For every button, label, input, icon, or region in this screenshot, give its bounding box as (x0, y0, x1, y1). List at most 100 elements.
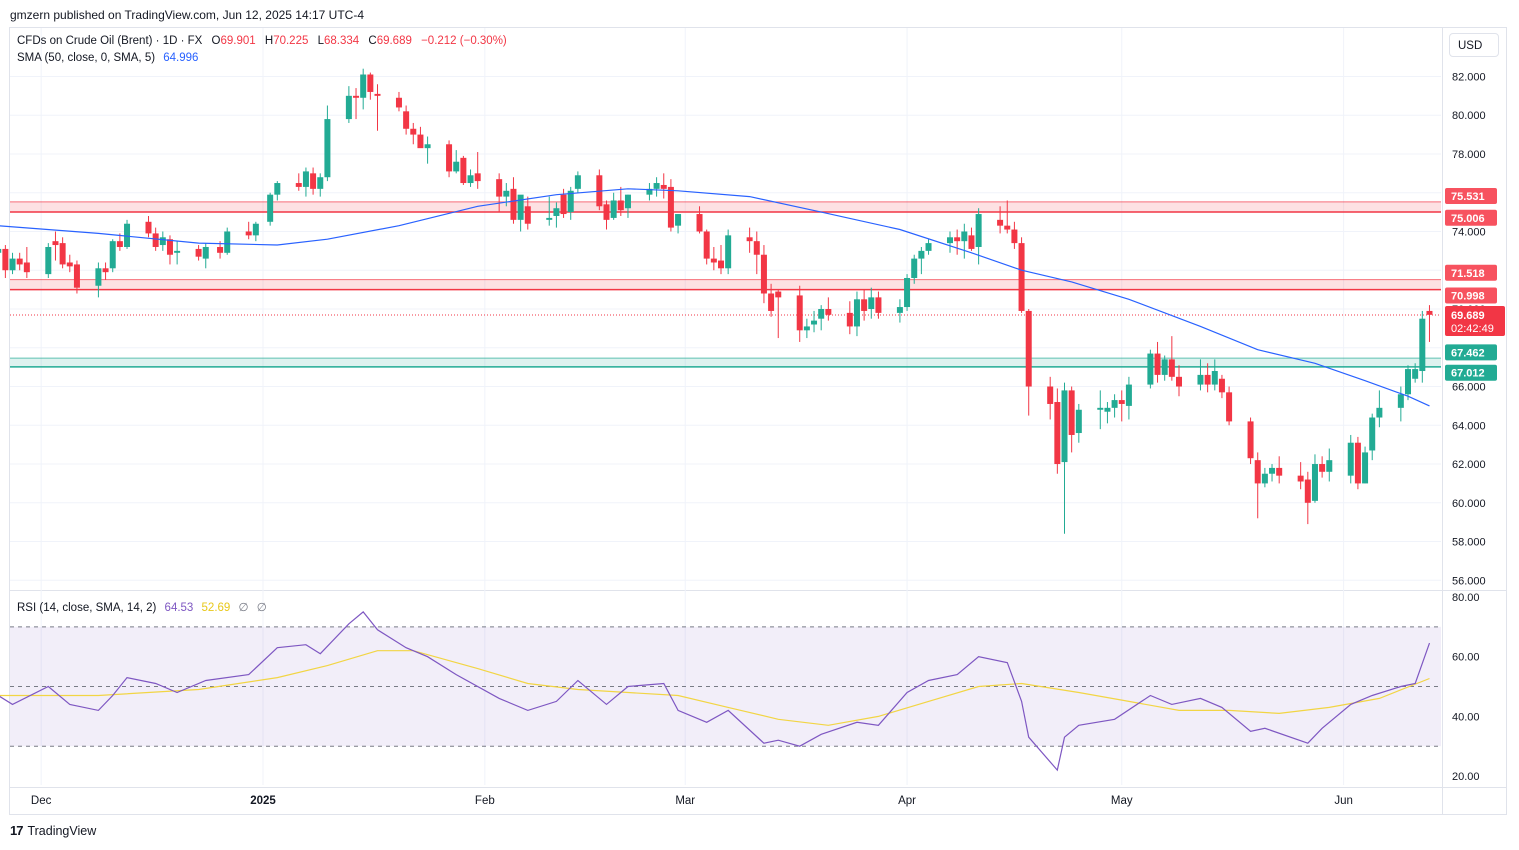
candle-up[interactable] (109, 241, 116, 269)
candle-down[interactable] (1247, 421, 1254, 459)
candle-down[interactable] (374, 93, 381, 96)
candle-down[interactable] (367, 74, 374, 92)
candle-up[interactable] (675, 214, 682, 226)
candle-down[interactable] (353, 95, 360, 98)
candle-up[interactable] (574, 175, 581, 189)
candle-up[interactable] (1097, 407, 1104, 410)
candle-down[interactable] (116, 241, 123, 247)
candle-up[interactable] (124, 223, 131, 247)
candle-up[interactable] (725, 235, 732, 269)
candle-down[interactable] (703, 231, 710, 259)
candle-down[interactable] (460, 157, 467, 184)
candle-up[interactable] (1397, 394, 1404, 408)
candle-up[interactable] (925, 243, 932, 251)
candle-down[interactable] (245, 231, 252, 236)
candle-down[interactable] (410, 128, 417, 135)
candle-up[interactable] (624, 194, 631, 209)
candle-up[interactable] (1111, 400, 1118, 408)
candle-up[interactable] (1125, 384, 1132, 406)
candle-down[interactable] (1168, 359, 1175, 377)
candle-up[interactable] (896, 307, 903, 313)
candle-up[interactable] (224, 231, 231, 253)
candle-down[interactable] (217, 246, 224, 253)
candle-down[interactable] (474, 173, 481, 182)
candle-up[interactable] (274, 183, 281, 195)
candle-down[interactable] (510, 188, 517, 220)
candle-down[interactable] (23, 262, 30, 273)
candle-down[interactable] (1047, 386, 1054, 404)
candle-up[interactable] (818, 309, 825, 319)
candle-up[interactable] (360, 74, 367, 98)
candle-up[interactable] (646, 188, 653, 195)
candle-up[interactable] (1412, 369, 1419, 379)
candle-down[interactable] (775, 291, 782, 298)
candle-up[interactable] (610, 200, 617, 218)
candle-down[interactable] (102, 268, 109, 273)
sma-label[interactable]: SMA (50, close, 0, SMA, 5) (17, 52, 156, 64)
candle-up[interactable] (174, 250, 181, 253)
candle-down[interactable] (66, 262, 73, 267)
candle-down[interactable] (1354, 442, 1361, 484)
candle-down[interactable] (145, 221, 152, 234)
candle-down[interactable] (295, 183, 302, 187)
candle-up[interactable] (1311, 464, 1318, 501)
candle-up[interactable] (9, 258, 16, 271)
candle-down[interactable] (2, 248, 9, 271)
candle-down[interactable] (1297, 475, 1304, 482)
candle-down[interactable] (796, 295, 803, 331)
candle-up[interactable] (503, 190, 510, 197)
candle-down[interactable] (1118, 400, 1125, 404)
candle-down[interactable] (710, 258, 717, 263)
candle-up[interactable] (975, 214, 982, 247)
rsi-label[interactable]: RSI (14, close, SMA, 14, 2) (17, 602, 157, 614)
candle-down[interactable] (746, 237, 753, 242)
sma-50-line[interactable] (0, 188, 1430, 407)
candle-up[interactable] (1269, 467, 1276, 474)
candle-down[interactable] (195, 248, 202, 257)
candle-up[interactable] (1211, 371, 1218, 385)
candle-up[interactable] (1197, 374, 1204, 385)
candle-up[interactable] (1061, 390, 1068, 463)
candle-up[interactable] (868, 297, 875, 309)
candle-down[interactable] (1204, 374, 1211, 385)
candle-up[interactable] (95, 268, 102, 286)
candle-down[interactable] (1054, 402, 1061, 465)
candle-down[interactable] (403, 111, 410, 129)
candle-down[interactable] (166, 239, 173, 255)
symbol-label[interactable]: CFDs on Crude Oil (Brent) · 1D · FX (17, 35, 203, 47)
candle-up[interactable] (853, 299, 860, 327)
candle-up[interactable] (0, 248, 2, 253)
candle-up[interactable] (1261, 473, 1268, 484)
candle-up[interactable] (1419, 318, 1426, 372)
candle-up[interactable] (317, 177, 324, 189)
candle-down[interactable] (696, 214, 703, 232)
candle-down[interactable] (617, 200, 624, 211)
candle-down[interactable] (1176, 376, 1182, 387)
candle-up[interactable] (1326, 460, 1333, 472)
candle-down[interactable] (968, 235, 975, 249)
candle-up[interactable] (45, 246, 52, 275)
candle-down[interactable] (1154, 353, 1161, 375)
candle-up[interactable] (1161, 359, 1168, 375)
candle-up[interactable] (803, 326, 810, 331)
candle-up[interactable] (324, 119, 331, 178)
candle-down[interactable] (446, 144, 453, 172)
candle-down[interactable] (1319, 464, 1326, 472)
candle-down[interactable] (1004, 225, 1011, 230)
candle-down[interactable] (524, 206, 531, 224)
candle-down[interactable] (825, 309, 832, 315)
candle-down[interactable] (875, 297, 882, 313)
candle-down[interactable] (73, 264, 80, 288)
candle-down[interactable] (1011, 229, 1018, 244)
candle-down[interactable] (660, 184, 667, 189)
candle-down[interactable] (395, 97, 402, 108)
candle-down[interactable] (152, 233, 159, 247)
candle-down[interactable] (310, 173, 317, 189)
candle-up[interactable] (517, 194, 524, 220)
candle-down[interactable] (861, 299, 868, 311)
candle-down[interactable] (760, 254, 767, 294)
candle-down[interactable] (997, 219, 1004, 226)
candle-up[interactable] (1104, 407, 1111, 412)
candle-down[interactable] (59, 243, 66, 265)
